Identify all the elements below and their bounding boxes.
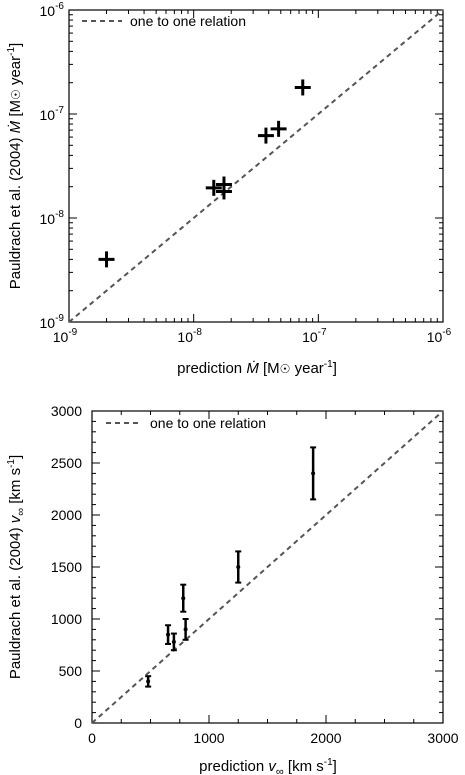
chart1-x-tick-label: 10-6: [427, 327, 452, 345]
chart1-x-axis-label: prediction Ṁ [M☉ year-1]: [177, 359, 337, 377]
chart2-point-marker: [236, 565, 241, 569]
chart2-point-marker: [166, 632, 171, 637]
chart2-data-point: [310, 446, 317, 501]
chart2-y-tick-labels: 0 500 1000 1500 2000 2500 3000: [51, 403, 82, 731]
chart2-data-point: [145, 675, 152, 688]
chart2-data-point: [165, 624, 172, 645]
chart2-y-tick-label: 500: [59, 663, 83, 679]
chart1-y-axis-label: Pauldrach et al. (2004) Ṁ [M☉ year-1]: [6, 43, 24, 289]
chart1-plot-frame: [68, 9, 444, 323]
chart2-x-tick-label: 0: [88, 730, 96, 746]
chart1-x-tick-label: 10-9: [53, 327, 78, 345]
chart2-point-marker: [171, 639, 176, 644]
chart1-x-tick-labels: 10-9 10-8 10-7 10-6: [53, 327, 452, 345]
chart1-data-point: [294, 79, 311, 96]
chart2-one-to-one-line: [91, 410, 444, 724]
chart2-y-axis-label: Pauldrach et al. (2004) v∞ [km s-1]: [6, 455, 27, 679]
chart1-y-tick-label: 10-9: [40, 313, 65, 331]
chart2-ticks: [92, 411, 443, 723]
chart2-y-tick-label: 0: [74, 715, 82, 731]
chart2-data-point: [235, 550, 242, 584]
chart2-x-axis-label: prediction v∞ [km s-1]: [199, 757, 337, 775]
terminal-velocity-chart: 0 1000 2000 3000 0 500 1000 1500 2000 2500 3000 o…: [6, 403, 459, 775]
chart2-x-tick-label: 3000: [427, 730, 458, 746]
chart1-data-point: [205, 179, 222, 196]
mass-loss-rate-chart: 10-9 10-8 10-7 10-6 10-9 10-8 10-7 10-6 one to…: [6, 1, 452, 377]
chart1-data-point: [270, 120, 287, 137]
chart1-data-point: [215, 183, 232, 200]
chart2-y-tick-label: 1000: [51, 611, 82, 627]
chart1-data-point: [257, 127, 274, 144]
chart1-x-tick-label: 10-8: [177, 327, 202, 345]
chart2-x-tick-label: 1000: [193, 730, 224, 746]
chart1-ticks: [69, 10, 443, 322]
chart1-points: [98, 79, 311, 268]
chart2-points: [145, 446, 317, 688]
chart2-y-tick-label: 1500: [51, 559, 82, 575]
chart1-x-tick-label: 10-7: [302, 327, 327, 345]
chart1-legend-label: one to one relation: [130, 13, 246, 29]
chart1-data-point: [98, 251, 115, 268]
chart1-one-to-one-line: [68, 9, 444, 323]
chart2-point-marker: [181, 596, 186, 601]
chart2-y-tick-label: 2500: [51, 455, 82, 471]
chart2-legend: one to one relation: [106, 415, 266, 431]
chart1-y-tick-label: 10-7: [40, 105, 65, 123]
chart1-y-tick-labels: 10-9 10-8 10-7 10-6: [40, 1, 65, 331]
chart2-point-marker: [183, 627, 188, 632]
chart2-data-point: [182, 618, 189, 641]
chart2-x-tick-labels: 0 1000 2000 3000: [88, 730, 459, 746]
chart2-data-point: [180, 583, 187, 613]
chart2-point-marker: [311, 471, 316, 476]
chart2-y-tick-label: 2000: [51, 507, 82, 523]
chart2-legend-label: one to one relation: [150, 415, 266, 431]
chart1-y-tick-label: 10-6: [40, 1, 65, 19]
chart1-legend: one to one relation: [82, 13, 246, 29]
chart2-data-point: [170, 632, 177, 652]
chart2-point-marker: [146, 679, 151, 684]
chart1-y-tick-label: 10-8: [40, 209, 65, 227]
chart2-y-tick-label: 3000: [51, 403, 82, 419]
chart2-x-tick-label: 2000: [310, 730, 341, 746]
